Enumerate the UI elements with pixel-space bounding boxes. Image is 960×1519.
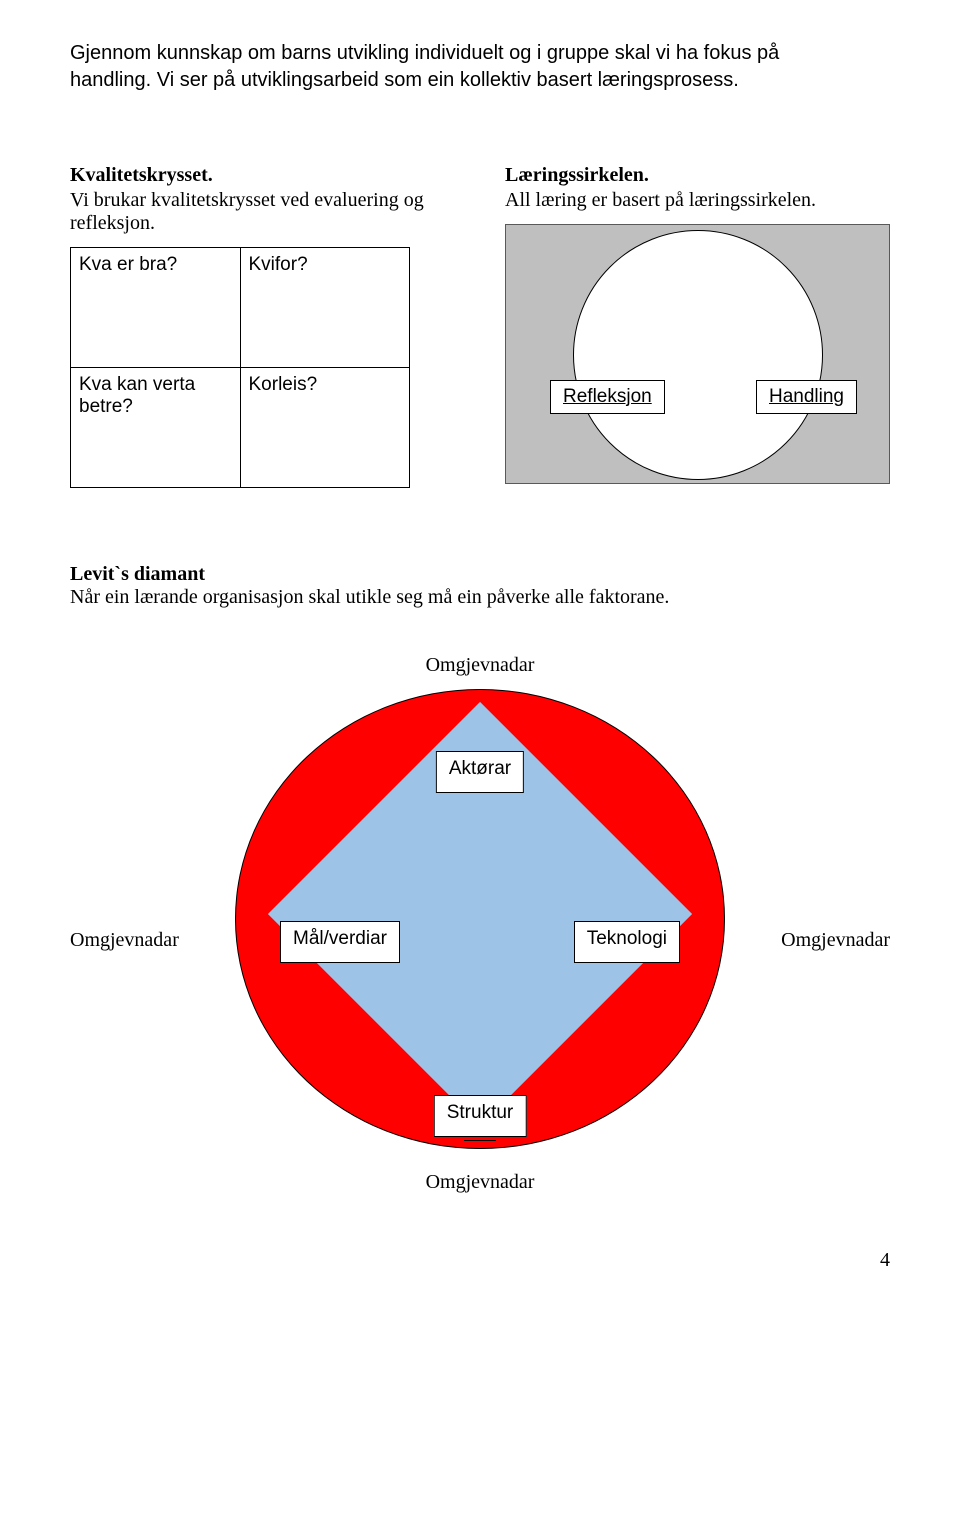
cell-kva-er-bra: Kva er bra?: [71, 248, 241, 368]
laeringssirkel-diagram: Refleksjon Handling: [505, 224, 890, 484]
page-number: 4: [70, 1249, 890, 1272]
kvalitetskryss-heading: Kvalitetskrysset.: [70, 164, 450, 187]
levitt-box-struktur: Struktur: [434, 1095, 527, 1137]
levitt-box-teknologi: Teknologi: [574, 921, 680, 963]
cell-kvifor: Kvifor?: [240, 248, 410, 368]
cell-korleis: Korleis?: [240, 368, 410, 488]
cell-kva-kan-verta-betre: Kva kan verta betre?: [71, 368, 241, 488]
intro-paragraph: Gjennom kunnskap om barns utvikling indi…: [70, 40, 850, 94]
levitt-bottom-line: [464, 1140, 496, 1141]
two-column-section: Kvalitetskrysset. Vi brukar kvalitetskry…: [70, 164, 890, 488]
kvalitetskryss-sub: Vi brukar kvalitetskrysset ved evaluerin…: [70, 189, 450, 235]
intro-line-2: handling. Vi ser på utviklingsarbeid som…: [70, 69, 739, 91]
label-refleksjon: Refleksjon: [550, 380, 665, 414]
label-handling: Handling: [756, 380, 857, 414]
laeringssirkel-column: Læringssirkelen. All læring er basert på…: [505, 164, 890, 488]
kvalitetskryss-table: Kva er bra? Kvifor? Kva kan verta betre?…: [70, 247, 410, 488]
levitt-sub: Når ein lærande organisasjon skal utikle…: [70, 586, 890, 609]
omgjevnadar-left: Omgjevnadar: [70, 929, 179, 952]
levitt-diagram: Omgjevnadar Omgjevnadar Omgjevnadar Omgj…: [70, 654, 890, 1194]
intro-line-1: Gjennom kunnskap om barns utvikling indi…: [70, 42, 779, 64]
omgjevnadar-top: Omgjevnadar: [426, 654, 535, 677]
kvalitetskryss-column: Kvalitetskrysset. Vi brukar kvalitetskry…: [70, 164, 450, 488]
laeringssirkel-sub: All læring er basert på læringssirkelen.: [505, 189, 890, 212]
levitt-heading: Levit`s diamant: [70, 563, 890, 586]
omgjevnadar-right: Omgjevnadar: [781, 929, 890, 952]
laeringssirkel-circle: [573, 230, 823, 480]
omgjevnadar-bottom: Omgjevnadar: [426, 1171, 535, 1194]
levitt-box-aktorar: Aktørar: [436, 751, 524, 793]
levitt-box-mal-verdiar: Mål/verdiar: [280, 921, 400, 963]
laeringssirkel-heading: Læringssirkelen.: [505, 164, 890, 187]
